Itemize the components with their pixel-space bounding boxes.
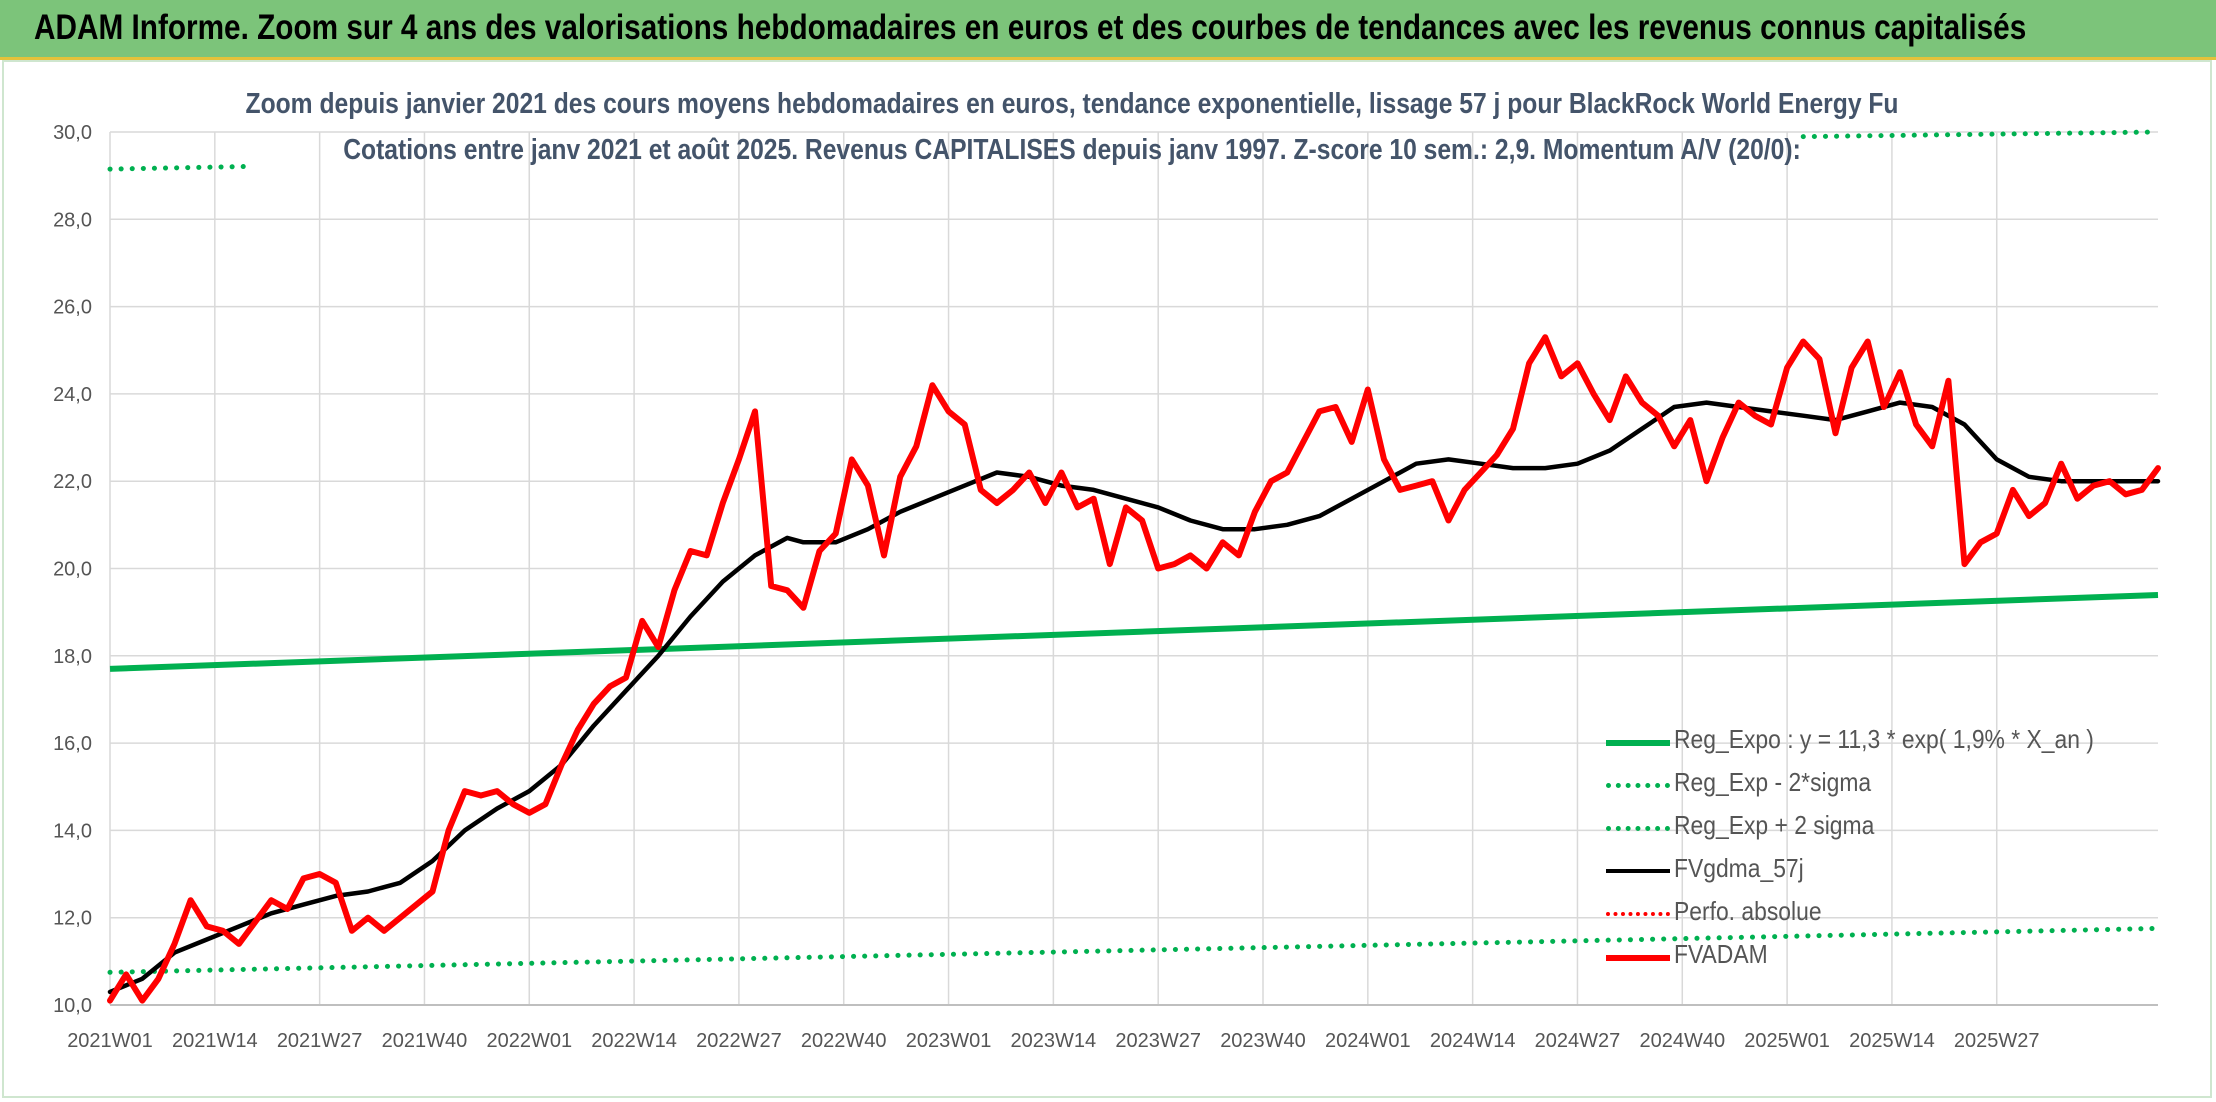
legend-item: Reg_Expo : y = 11,3 * exp( 1,9% * X_an )	[1600, 722, 2160, 762]
x-tick-label: 2024W27	[1535, 1030, 1621, 1052]
legend-item: Perfo. absolue	[1600, 894, 2160, 934]
x-tick-label: 2023W14	[1011, 1030, 1097, 1052]
x-tick-label: 2025W27	[1954, 1030, 2040, 1052]
legend-swatch	[1606, 783, 1670, 788]
legend-item: FVgdma_57j	[1600, 851, 2160, 891]
x-tick-label: 2022W40	[801, 1030, 887, 1052]
y-tick-label: 30,0	[53, 122, 92, 144]
legend-label: FVADAM	[1674, 939, 1768, 969]
chart-title: Zoom depuis janvier 2021 des cours moyen…	[245, 88, 1899, 120]
legend-item: FVADAM	[1600, 937, 2160, 977]
x-tick-label: 2023W27	[1115, 1030, 1201, 1052]
x-tick-label: 2021W14	[172, 1030, 258, 1052]
y-tick-label: 12,0	[53, 908, 92, 930]
x-tick-label: 2022W27	[696, 1030, 782, 1052]
y-tick-label: 16,0	[53, 733, 92, 755]
series-line-fvgdma	[107, 400, 2161, 995]
chart-frame	[2, 60, 2212, 1098]
series-line-upper-band	[107, 163, 250, 172]
x-tick-label: 2022W14	[591, 1030, 677, 1052]
y-tick-label: 18,0	[53, 646, 92, 668]
y-tick-label: 20,0	[53, 559, 92, 581]
legend-swatch	[1606, 826, 1670, 831]
x-tick-label: 2021W27	[277, 1030, 363, 1052]
y-tick-label: 26,0	[53, 297, 92, 319]
x-tick-label: 2022W01	[486, 1030, 572, 1052]
series-line-upper-band	[1800, 129, 2161, 140]
series-line-fvadam	[107, 334, 2161, 1004]
header-bar: ADAM Informe. Zoom sur 4 ans des valoris…	[0, 0, 2216, 60]
y-tick-label: 14,0	[53, 820, 92, 842]
legend-label: Perfo. absolue	[1674, 896, 1822, 926]
x-tick-label: 2025W14	[1849, 1030, 1935, 1052]
legend-label: Reg_Exp - 2*sigma	[1674, 767, 1872, 797]
page-title: ADAM Informe. Zoom sur 4 ans des valoris…	[34, 8, 2027, 47]
x-tick-label: 2021W40	[382, 1030, 468, 1052]
legend-swatch	[1606, 955, 1670, 961]
legend-item: Reg_Exp + 2 sigma	[1600, 808, 2160, 848]
legend-swatch	[1606, 740, 1670, 746]
legend-swatch	[1606, 912, 1670, 916]
x-tick-label: 2025W01	[1744, 1030, 1830, 1052]
legend-label: Reg_Exp + 2 sigma	[1674, 810, 1875, 840]
legend-label: Reg_Expo : y = 11,3 * exp( 1,9% * X_an )	[1674, 724, 2094, 754]
y-tick-label: 22,0	[53, 471, 92, 493]
x-tick-label: 2024W14	[1430, 1030, 1516, 1052]
legend-item: Reg_Exp - 2*sigma	[1600, 765, 2160, 805]
x-tick-label: 2023W40	[1220, 1030, 1306, 1052]
y-tick-label: 10,0	[53, 995, 92, 1017]
chart-subtitle: Cotations entre janv 2021 et août 2025. …	[343, 134, 1801, 166]
x-tick-label: 2021W01	[67, 1030, 153, 1052]
y-tick-label: 28,0	[53, 209, 92, 231]
legend-label: FVgdma_57j	[1674, 853, 1804, 883]
series-line-reg-expo	[109, 592, 2159, 672]
series-line-lower-band	[107, 925, 2161, 975]
y-tick-label: 24,0	[53, 384, 92, 406]
x-tick-label: 2024W40	[1639, 1030, 1725, 1052]
legend-swatch	[1606, 869, 1670, 873]
x-tick-label: 2024W01	[1325, 1030, 1411, 1052]
x-tick-label: 2023W01	[906, 1030, 992, 1052]
